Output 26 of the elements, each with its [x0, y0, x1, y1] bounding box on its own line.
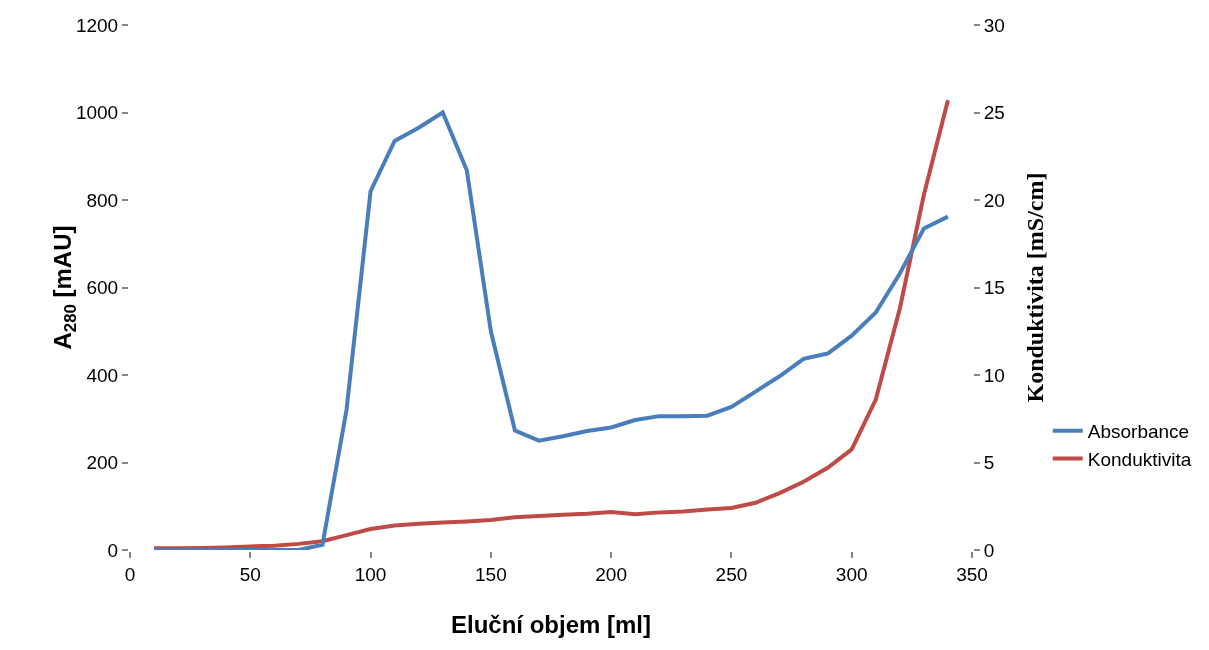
x-tick-label: 250: [715, 563, 748, 585]
y2-axis-title: Konduktivita [mS/cm]: [1022, 172, 1048, 403]
y2-tick-label: 5: [983, 452, 995, 474]
x-tick-label: 100: [354, 563, 387, 585]
x-axis-title: Eluční objem [ml]: [450, 611, 652, 638]
x-tick-label: 150: [475, 563, 507, 585]
y-tick-label: 200: [86, 452, 119, 474]
y2-tick-label: 30: [983, 14, 1005, 36]
y2-tick-label: 20: [983, 189, 1005, 211]
y2-tick-label: 0: [983, 539, 995, 561]
y-tick-label: 400: [86, 364, 119, 386]
x-tick-label: 300: [835, 563, 868, 585]
x-tick-label: 0: [124, 563, 136, 585]
y2-tick-label: 15: [983, 277, 1005, 299]
y2-tick-label: 10: [983, 364, 1005, 386]
y-tick-label: 600: [86, 277, 119, 299]
y-tick-label: 1000: [75, 102, 119, 124]
y2-tick-label: 25: [983, 102, 1005, 124]
legend-label: Absorbance: [1087, 421, 1190, 443]
y-tick-label: 800: [86, 189, 119, 211]
x-tick-label: 200: [595, 563, 627, 585]
legend-label: Konduktivita: [1087, 448, 1192, 470]
y-tick-label: 0: [107, 539, 119, 561]
x-tick-label: 350: [956, 563, 988, 585]
y-tick-label: 1200: [75, 14, 119, 36]
x-tick-label: 50: [239, 563, 261, 585]
